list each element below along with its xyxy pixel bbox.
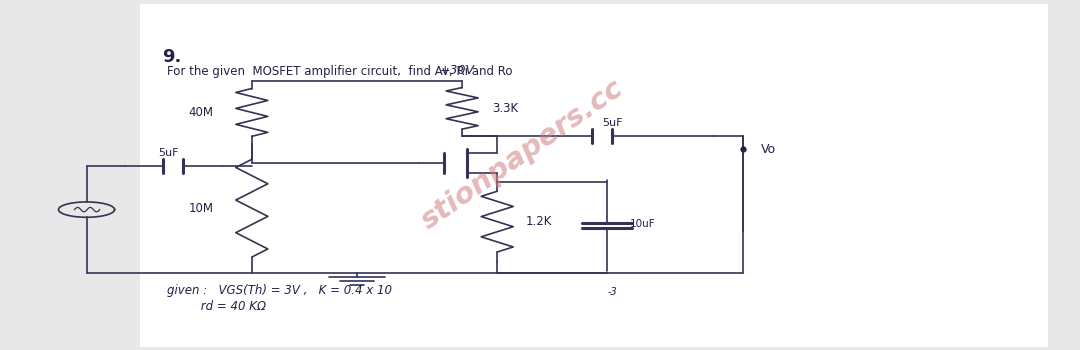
Text: 1.2K: 1.2K (525, 215, 552, 228)
Text: -3: -3 (607, 287, 617, 297)
Text: 5uF: 5uF (603, 118, 623, 128)
Text: 3.3K: 3.3K (492, 102, 518, 115)
Text: 40M: 40M (189, 106, 214, 119)
Text: 10M: 10M (189, 202, 214, 215)
Text: Vo: Vo (760, 143, 775, 156)
Text: given :   VGS(Th) = 3V ,   K = 0.4 x 10: given : VGS(Th) = 3V , K = 0.4 x 10 (166, 284, 392, 296)
Text: rd = 40 KΩ: rd = 40 KΩ (166, 300, 266, 313)
Text: 10uF: 10uF (630, 219, 656, 229)
Bar (140, 4, 1048, 346)
Text: stionpapers.cc: stionpapers.cc (416, 75, 629, 235)
Text: 5uF: 5uF (158, 148, 178, 158)
Text: 9.: 9. (162, 48, 181, 66)
Text: For the given  MOSFET amplifier circuit,  find Av, Ri and Ro: For the given MOSFET amplifier circuit, … (166, 64, 512, 77)
Text: +30V: +30V (440, 64, 474, 77)
